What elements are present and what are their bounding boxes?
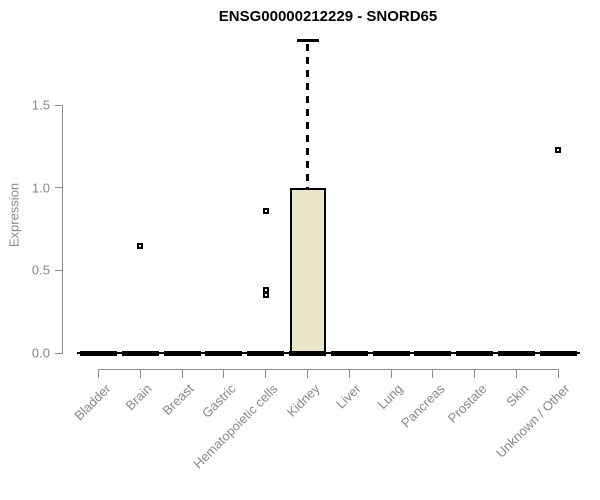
outlier-unknown-other — [555, 146, 562, 153]
x-tick-label-pancreas: Pancreas — [398, 381, 448, 431]
x-axis-tick — [390, 369, 392, 378]
x-tick-label-liver: Liver — [333, 381, 364, 412]
x-axis-tick — [265, 369, 267, 378]
x-tick-label-bladder: Bladder — [70, 381, 114, 424]
x-axis-tick — [557, 369, 559, 378]
x-tick-label-unknown-other: Unknown / Other — [493, 381, 573, 461]
x-tick-label-kidney: Kidney — [283, 381, 323, 420]
y-tick-label: 1.0 — [31, 180, 50, 196]
median-breast — [163, 350, 201, 356]
y-axis-tick — [55, 104, 62, 106]
median-gastric — [205, 350, 243, 356]
y-tick-label: 1.5 — [31, 97, 50, 113]
outlier-hematopoietic-cells — [262, 287, 269, 294]
whisker-cap-kidney — [296, 39, 319, 43]
x-axis-tick — [98, 369, 99, 378]
y-axis-line — [62, 105, 63, 354]
x-tick-label-skin: Skin — [502, 381, 532, 410]
x-axis-line — [98, 369, 559, 370]
x-axis-tick — [516, 369, 517, 378]
x-tick-label-prostate: Prostate — [444, 381, 490, 426]
y-axis-tick — [55, 352, 62, 354]
x-tick-label-brain: Brain — [122, 381, 155, 414]
x-axis-tick — [139, 369, 141, 378]
x-axis-tick — [181, 369, 183, 378]
x-axis-tick — [348, 369, 350, 378]
outlier-hematopoietic-cells — [262, 292, 269, 299]
median-liver — [330, 350, 368, 356]
median-skin — [498, 350, 535, 356]
whisker-kidney — [306, 43, 309, 188]
chart-title: ENSG00000212229 - SNORD65 — [218, 8, 438, 25]
median-prostate — [456, 350, 494, 356]
x-tick-label-gastric: Gastric — [198, 381, 239, 421]
box-kidney — [289, 187, 326, 353]
y-axis-tick — [55, 187, 62, 189]
x-axis-tick — [474, 369, 476, 378]
median-brain — [121, 350, 159, 356]
y-axis-tick — [55, 269, 62, 271]
median-hematopoietic-cells — [247, 350, 285, 356]
x-tick-label-breast: Breast — [159, 381, 197, 419]
median-unknown-other — [539, 350, 577, 356]
outlier-brain — [137, 242, 144, 249]
y-tick-label: 0.5 — [31, 262, 50, 278]
median-pancreas — [414, 350, 452, 356]
x-tick-label-lung: Lung — [374, 381, 406, 413]
outlier-hematopoietic-cells — [262, 207, 269, 214]
y-tick-label: 0.0 — [31, 345, 50, 361]
x-axis-tick — [307, 369, 308, 378]
median-kidney — [289, 350, 326, 356]
median-bladder — [80, 350, 117, 356]
median-lung — [372, 350, 410, 356]
x-axis-tick — [432, 369, 434, 378]
x-axis-tick — [223, 369, 225, 378]
